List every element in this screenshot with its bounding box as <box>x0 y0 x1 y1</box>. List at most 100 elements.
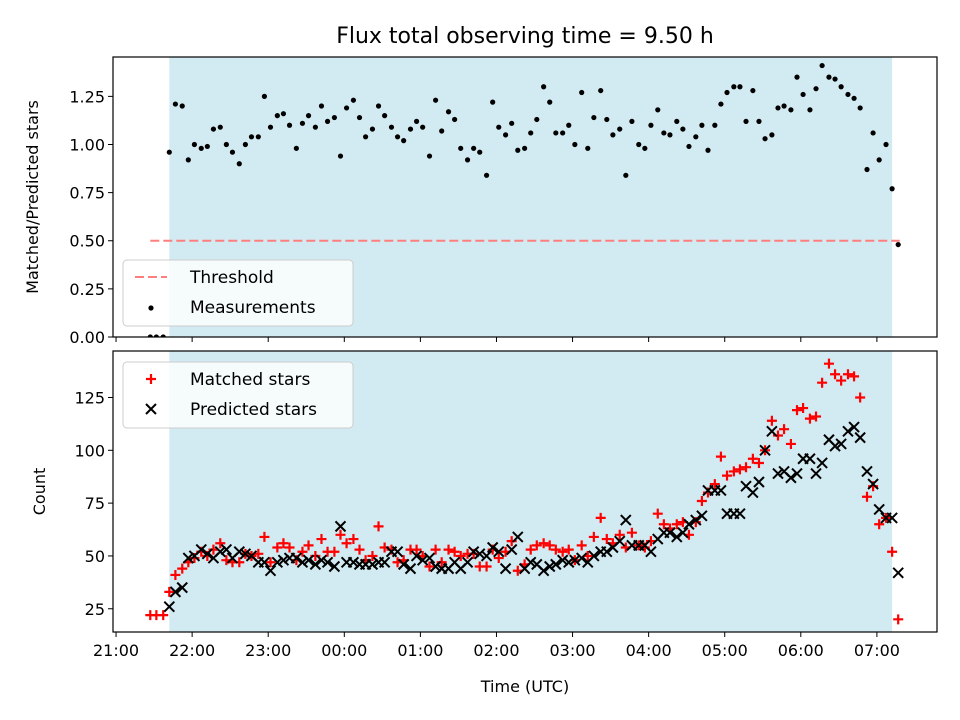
measurement-point <box>483 172 490 178</box>
predicted-star-point <box>747 486 759 499</box>
matched-star-point <box>354 544 365 555</box>
measurement-point <box>743 118 749 124</box>
matched-star-point <box>798 403 809 414</box>
measurement-point <box>375 103 382 109</box>
measurement-point <box>832 76 838 82</box>
matched-star-point <box>424 561 435 572</box>
measurement-point <box>471 145 477 151</box>
count-panel: 25 50 75 100 125 21:00 22:00 23:00 00:00 01:00 02:… <box>30 350 938 660</box>
predicted-star-point <box>505 543 518 556</box>
predicted-star-point <box>416 554 429 566</box>
measurement-point <box>674 118 680 124</box>
ratio-panel: 0.00 0.25 0.50 0.75 1.00 1.25 Matched/Predicte… <box>23 56 938 347</box>
matched-star-point <box>525 544 536 555</box>
matched-star-point <box>430 544 441 555</box>
measurement-point <box>648 122 654 128</box>
matched-star-point <box>887 546 898 557</box>
predicted-star-point <box>214 546 226 558</box>
measurement-point <box>813 86 819 92</box>
matched-star-point <box>493 553 504 564</box>
matched-star-point <box>595 512 606 523</box>
predicted-star-point <box>461 556 474 568</box>
legend-label: Matched stars <box>190 370 310 390</box>
measurement-point <box>686 143 692 150</box>
x-tick-label: 22:00 <box>169 641 215 660</box>
plot-area <box>145 358 904 625</box>
measurement-point <box>598 87 604 94</box>
measurement-point <box>642 145 648 151</box>
matched-star-point <box>811 411 822 422</box>
predicted-star-point <box>524 556 537 568</box>
measurement-point <box>369 126 376 132</box>
x-tick-label: 02:00 <box>473 641 519 660</box>
x-tick-label: 04:00 <box>626 641 672 660</box>
matched-star-point <box>728 466 739 477</box>
matched-star-point <box>747 453 758 464</box>
predicted-star-point <box>835 438 847 450</box>
measurement-point <box>775 105 781 111</box>
measurement-point <box>857 105 863 111</box>
measurement-point <box>464 157 471 163</box>
predicted-star-point <box>854 431 866 444</box>
measurement-point <box>343 105 350 111</box>
matched-star-point <box>449 546 460 557</box>
matched-star-point <box>557 546 568 557</box>
predicted-star-point <box>233 546 246 558</box>
predicted-star-point <box>410 550 423 562</box>
matched-star-point <box>696 496 707 507</box>
predicted-star-point <box>512 531 524 543</box>
predicted-star-point <box>772 467 784 480</box>
y-tick-label: 1.00 <box>69 135 105 154</box>
matched-star-point <box>164 586 175 597</box>
matched-star-point <box>753 457 764 468</box>
measurement-point <box>522 145 528 151</box>
measurement-point <box>191 141 198 148</box>
x-tick-label: 00:00 <box>321 641 367 660</box>
measurement-point <box>528 130 534 136</box>
predicted-star-point <box>569 554 581 566</box>
measurement-point <box>280 111 287 117</box>
measurement-point <box>604 116 610 123</box>
x-axis-label: Time (UTC) <box>480 677 569 696</box>
legend-label: Measurements <box>190 298 316 318</box>
predicted-star-point <box>785 472 797 484</box>
predicted-star-point <box>556 554 569 566</box>
matched-star-point <box>823 358 834 369</box>
matched-star-point <box>893 614 904 625</box>
measurement-point <box>572 141 578 148</box>
measurement-point <box>337 153 344 159</box>
predicted-star-point <box>791 467 803 480</box>
predicted-star-point <box>645 546 657 558</box>
predicted-star-point <box>493 546 505 558</box>
measurement-point <box>324 118 331 124</box>
measurement-point <box>819 62 825 69</box>
measurement-point <box>248 134 255 140</box>
predicted-star-point <box>429 560 442 573</box>
predicted-star-point <box>804 453 816 465</box>
measurement-point <box>458 145 464 151</box>
legend-box <box>122 259 354 327</box>
measurement-point <box>579 89 585 96</box>
predicted-star-point <box>334 520 347 533</box>
matched-star-point <box>272 542 283 553</box>
predicted-star-point <box>671 531 683 543</box>
measurement-point <box>547 99 553 105</box>
measurement-point <box>217 124 223 130</box>
measurement-point <box>153 334 159 337</box>
measurement-point <box>661 130 667 136</box>
matched-star-point <box>766 415 777 426</box>
matched-star-point <box>792 405 803 416</box>
predicted-star-point <box>575 552 588 564</box>
measurement-point <box>680 126 686 132</box>
measurement-point <box>261 93 268 99</box>
predicted-star-point <box>537 565 550 577</box>
matched-star-point <box>779 424 790 435</box>
plot-area <box>147 62 901 337</box>
measurement-point <box>591 114 597 121</box>
matched-star-point <box>455 550 466 561</box>
predicted-star-point <box>588 550 600 562</box>
matched-star-point <box>658 519 669 530</box>
measurement-point <box>560 130 566 136</box>
predicted-star-point <box>892 567 904 579</box>
y-tick-label: 0.00 <box>69 328 105 347</box>
